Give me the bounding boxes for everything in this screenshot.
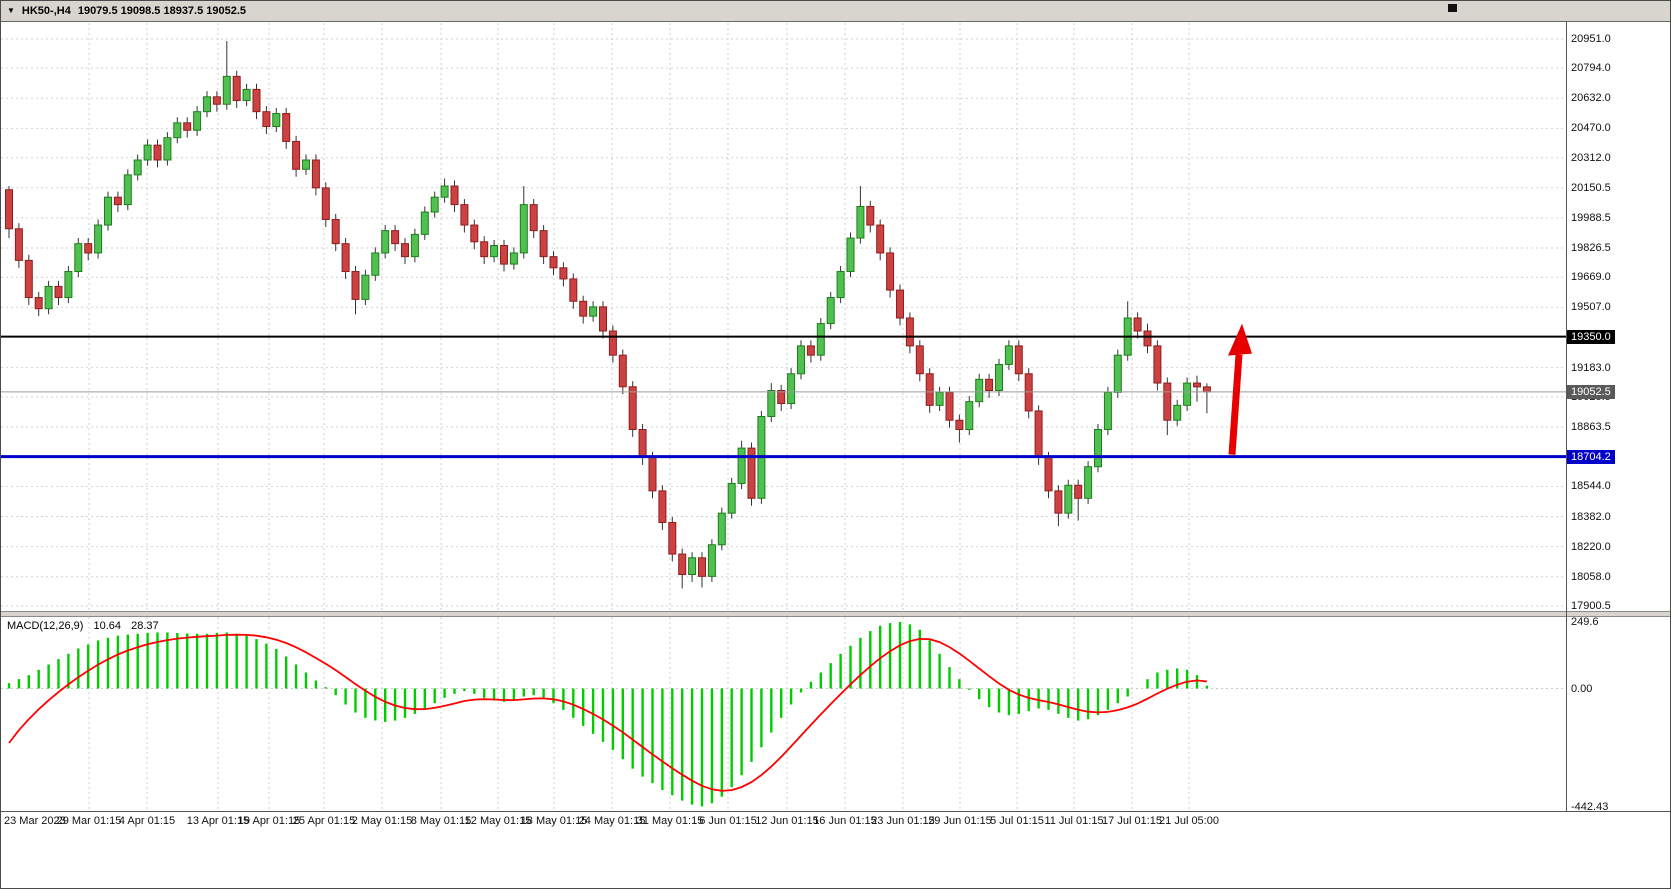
black-square-marker — [1448, 4, 1457, 12]
resistance-level-badge[interactable]: 19350.0 — [1567, 329, 1615, 344]
symbol-dropdown-icon[interactable]: ▼ — [7, 6, 15, 15]
chart-info-bar: ▼ HK50-,H4 19079.5 19098.5 18937.5 19052… — [1, 1, 1670, 21]
macd-name: MACD(12,26,9) — [7, 620, 84, 632]
macd-main-value: 10.64 — [93, 620, 122, 632]
macd-signal-value: 28.37 — [131, 620, 159, 632]
macd-indicator-label: MACD(12,26,9) 10.64 28.37 — [7, 620, 166, 632]
last-price-badge: 19052.5 — [1567, 384, 1615, 399]
support-level-badge[interactable]: 18704.2 — [1567, 449, 1615, 464]
ohlc-readout: 19079.5 19098.5 18937.5 19052.5 — [77, 5, 247, 17]
symbol-timeframe-label: HK50-,H4 — [21, 5, 71, 17]
